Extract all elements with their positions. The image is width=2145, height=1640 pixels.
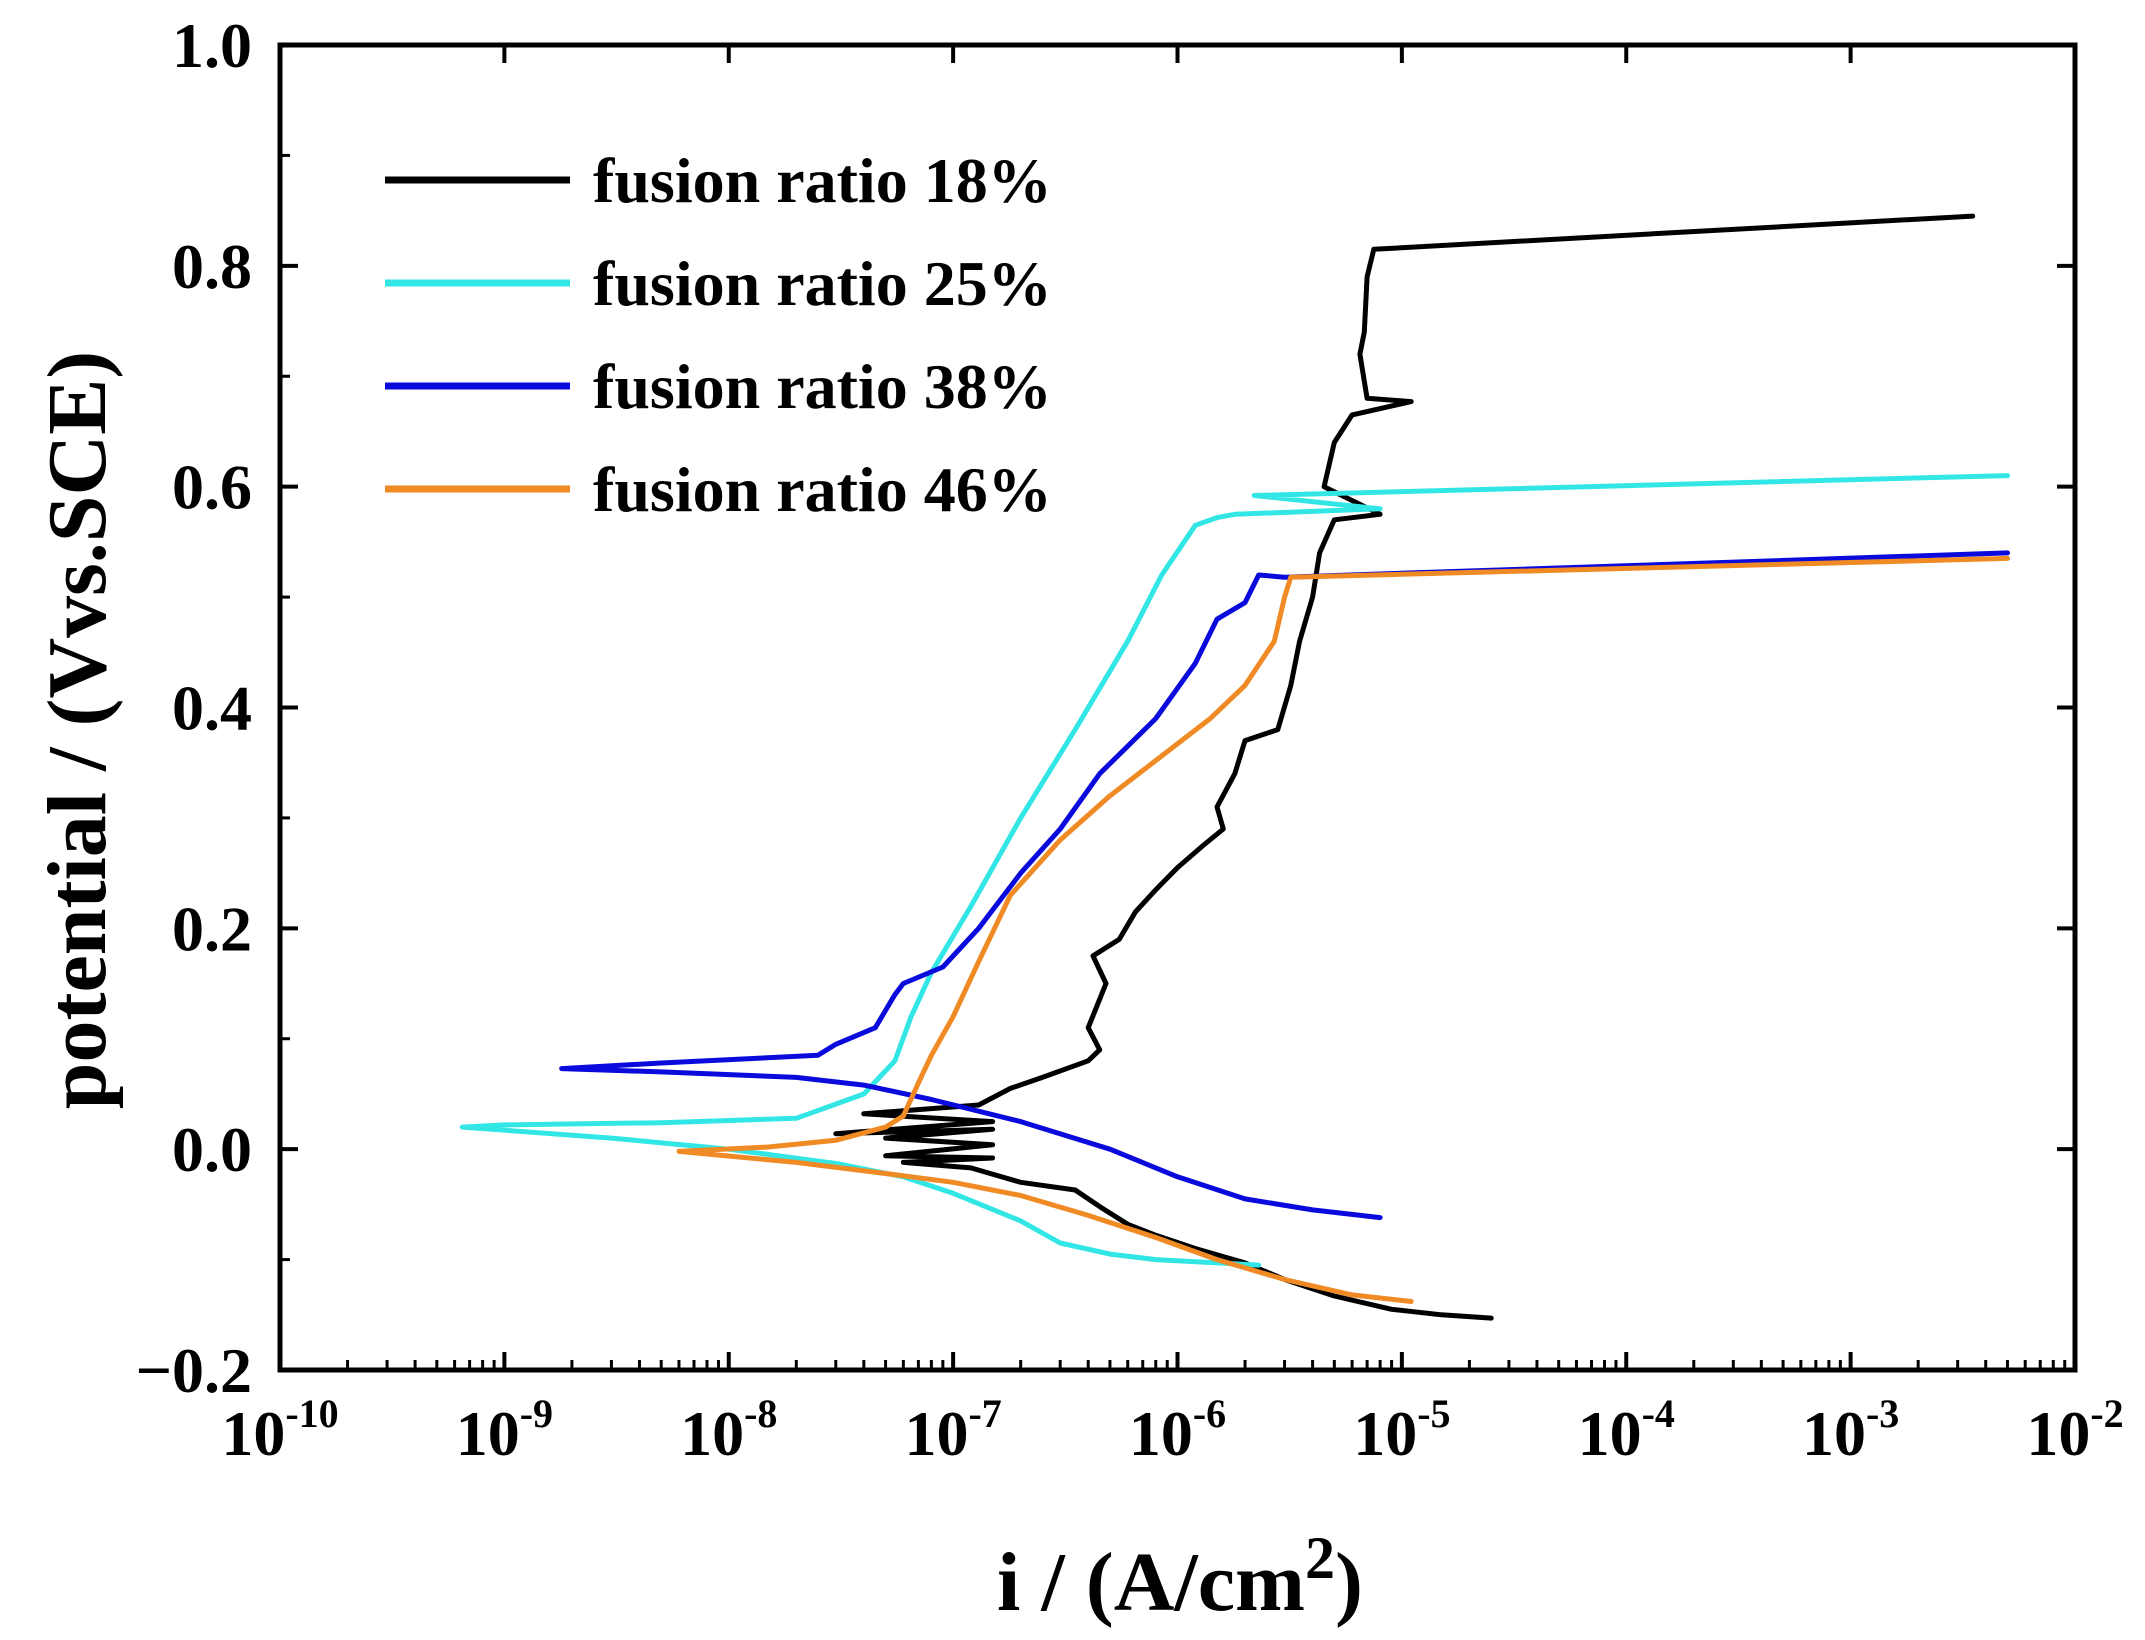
legend-label: fusion ratio 25% [593, 248, 1052, 319]
y-tick-label: 0.0 [172, 1114, 252, 1185]
series-layer [459, 213, 2010, 1321]
x-tick-label: 10-3 [1802, 1391, 1899, 1469]
axis-ticks [278, 43, 2077, 1372]
legend-label: fusion ratio 18% [593, 145, 1052, 216]
legend-label: fusion ratio 46% [593, 454, 1052, 525]
y-axis-title: potential / (Vvs.SCE) [31, 351, 124, 1109]
plot-frame [277, 42, 2078, 1373]
y-tick-labels: −0.2 0.0 0.2 0.4 0.6 0.8 1.0 [136, 10, 252, 1406]
y-tick-label: 0.4 [172, 673, 252, 744]
y-tick-label: −0.2 [136, 1335, 252, 1406]
x-axis-title: i / (A/cm2) [997, 1525, 1363, 1629]
x-tick-label: 10-7 [904, 1391, 1001, 1469]
series-line-2 [459, 473, 2010, 1268]
x-tick-label: 10-9 [456, 1391, 553, 1469]
x-tick-label: 10-5 [1353, 1391, 1450, 1469]
x-tick-labels: 10-10 10-9 10-8 10-7 10-6 10-5 10-4 10-3 10-2 [221, 1391, 2123, 1469]
x-tick-label: 10-2 [2026, 1391, 2123, 1469]
y-tick-label: 0.2 [172, 893, 252, 964]
x-tick-label: 10-8 [680, 1391, 777, 1469]
series-line-3 [559, 550, 2010, 1221]
legend: fusion ratio 18% fusion ratio 25% fusion r… [385, 145, 1052, 525]
series-line-4 [676, 555, 2010, 1304]
x-tick-label: 10-4 [1578, 1391, 1675, 1469]
y-tick-label: 1.0 [172, 10, 252, 81]
x-tick-label: 10-10 [221, 1391, 338, 1469]
y-tick-label: 0.6 [172, 452, 252, 523]
x-tick-label: 10-6 [1129, 1391, 1226, 1469]
y-tick-label: 0.8 [172, 231, 252, 302]
legend-label: fusion ratio 38% [593, 351, 1052, 422]
